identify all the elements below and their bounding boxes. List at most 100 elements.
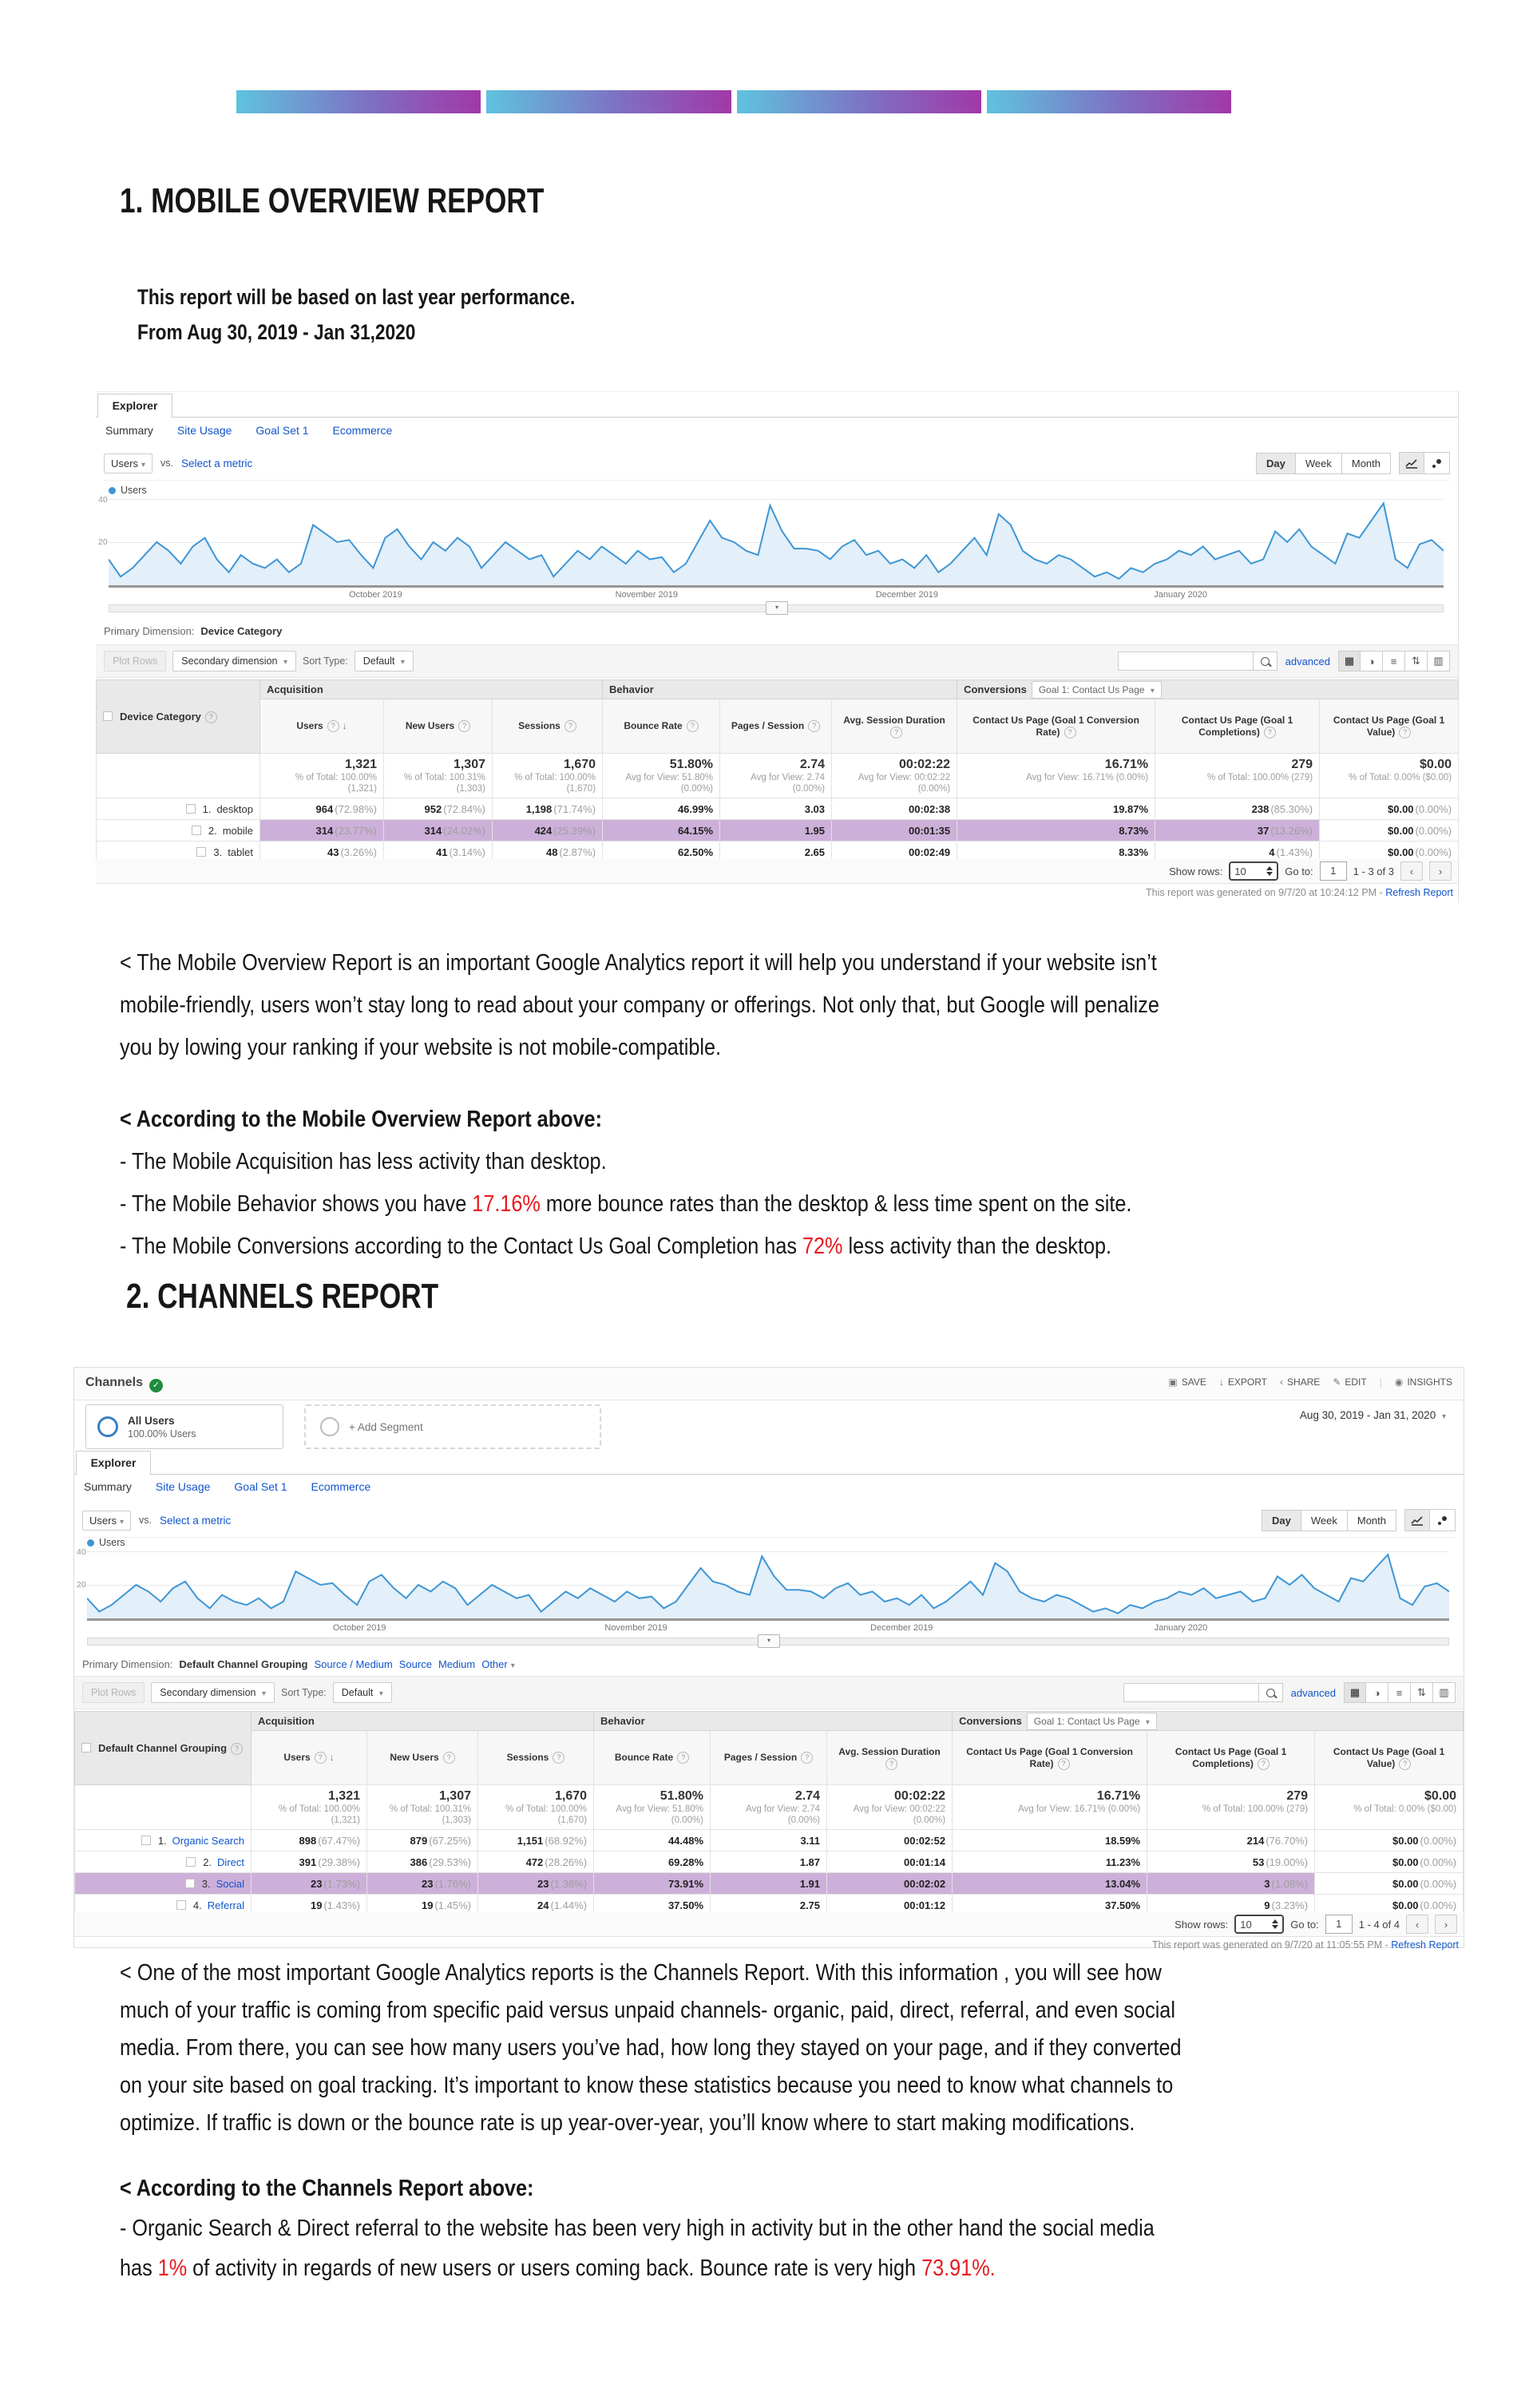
subtab-summary[interactable]: Summary [84, 1480, 132, 1493]
help-icon[interactable]: ? [553, 1752, 565, 1764]
goal-selector[interactable]: Goal 1: Contact Us Page ▾ [1026, 1712, 1157, 1730]
subtab-goal-set-1[interactable]: Goal Set 1 [256, 424, 309, 437]
goto-input[interactable]: 1 [1325, 1915, 1353, 1934]
next-page-button[interactable]: › [1435, 1915, 1457, 1934]
select-all-checkbox[interactable] [81, 1742, 91, 1753]
subtab-site-usage[interactable]: Site Usage [155, 1480, 211, 1493]
percentage-view-icon[interactable]: ◑ [1366, 1682, 1388, 1703]
row-checkbox[interactable] [191, 825, 201, 835]
table-row[interactable]: 2. mobile 314 (23.77%) 314 (24.02%) 424 (25.39%… [96, 819, 1460, 842]
export-button[interactable]: ↓ EXPORT [1218, 1376, 1267, 1388]
prev-page-button[interactable]: ‹ [1406, 1915, 1428, 1934]
primary-dimension-value[interactable]: Default Channel Grouping [179, 1658, 308, 1670]
secondary-dimension-dropdown[interactable]: Secondary dimension ▾ [151, 1682, 275, 1703]
add-segment-button[interactable]: + Add Segment [304, 1404, 601, 1449]
column-header[interactable]: Sessions? [477, 1730, 595, 1785]
search-input[interactable] [1123, 1683, 1259, 1702]
select-metric-link[interactable]: Select a metric [180, 457, 253, 469]
help-icon[interactable]: ? [677, 1752, 690, 1764]
line-chart-icon[interactable] [1399, 452, 1424, 474]
share-button[interactable]: ‹ SHARE [1279, 1376, 1321, 1388]
subtab-goal-set-1[interactable]: Goal Set 1 [234, 1480, 287, 1493]
row-label[interactable]: Referral [207, 1899, 244, 1911]
row-checkbox[interactable] [176, 1899, 186, 1910]
help-icon[interactable]: ? [442, 1752, 455, 1764]
secondary-dimension-dropdown[interactable]: Secondary dimension ▾ [172, 651, 297, 671]
primary-dimension-value[interactable]: Device Category [200, 625, 283, 637]
dimension-link-source-medium[interactable]: Source / Medium [314, 1658, 393, 1670]
help-icon[interactable]: ? [1263, 726, 1276, 739]
line-chart-icon[interactable] [1404, 1509, 1430, 1531]
help-icon[interactable]: ? [885, 1757, 898, 1770]
tab-explorer[interactable]: Explorer [76, 1451, 151, 1475]
row-checkbox[interactable] [185, 803, 196, 814]
segment-all-users[interactable]: All Users 100.00% Users [85, 1404, 283, 1449]
edit-button[interactable]: ✎ EDIT [1333, 1376, 1367, 1388]
help-icon[interactable]: ? [808, 720, 821, 732]
help-icon[interactable]: ? [1399, 726, 1412, 739]
table-row[interactable]: 2. Direct 391 (29.38%) 386 (29.53%) 472 (28.26%… [74, 1851, 1464, 1873]
search-button[interactable] [1253, 652, 1278, 671]
row-checkbox[interactable] [196, 846, 207, 857]
row-checkbox[interactable] [141, 1835, 151, 1845]
insights-button[interactable]: ◉ INSIGHTS [1394, 1376, 1452, 1388]
refresh-report-link[interactable]: Refresh Report [1391, 1939, 1459, 1951]
motion-chart-icon[interactable] [1430, 1509, 1456, 1531]
column-header[interactable]: Contact Us Page (Goal 1 Completions)? [1155, 699, 1321, 754]
help-icon[interactable]: ? [204, 711, 217, 723]
help-icon[interactable]: ? [801, 1752, 814, 1764]
month-button[interactable]: Month [1347, 1509, 1396, 1531]
comparison-view-icon[interactable]: ⇅ [1411, 1682, 1433, 1703]
table-row[interactable]: 1. desktop 964 (72.98%) 952 (72.84%) 1,198 (71.… [96, 798, 1460, 820]
help-icon[interactable]: ? [564, 720, 576, 732]
subtab-ecommerce[interactable]: Ecommerce [332, 424, 393, 437]
column-header[interactable]: Contact Us Page (Goal 1 Value)? [1319, 699, 1460, 754]
subtab-site-usage[interactable]: Site Usage [176, 424, 232, 437]
row-checkbox[interactable] [186, 1856, 196, 1867]
plot-rows-button[interactable]: Plot Rows [82, 1682, 145, 1703]
sort-type-dropdown[interactable]: Default ▾ [332, 1682, 392, 1703]
day-button[interactable]: Day [1262, 1509, 1301, 1531]
column-header[interactable]: Bounce Rate? [593, 1730, 711, 1785]
performance-view-icon[interactable]: ≡ [1383, 651, 1405, 671]
column-header[interactable]: Pages / Session? [719, 699, 833, 754]
timeline-scroll-handle[interactable]: ▾ [766, 601, 788, 615]
metric-dropdown[interactable]: Users ▾ [104, 453, 153, 473]
plot-rows-button[interactable]: Plot Rows [104, 651, 167, 671]
pivot-view-icon[interactable]: ▥ [1433, 1682, 1456, 1703]
dimension-link-source[interactable]: Source [398, 1658, 432, 1670]
column-header[interactable]: Pages / Session? [710, 1730, 828, 1785]
column-header[interactable]: Users? ↓ [251, 1730, 367, 1785]
help-icon[interactable]: ? [1399, 1757, 1412, 1770]
table-row[interactable]: 3. Social 23 (1.73%) 23 (1.76%) 23 (1.38%) 73.91… [74, 1872, 1464, 1895]
dimension-link-medium[interactable]: Medium [438, 1658, 476, 1670]
dimension-link-other[interactable]: Other ▾ [481, 1658, 515, 1670]
subtab-summary[interactable]: Summary [105, 424, 153, 437]
refresh-report-link[interactable]: Refresh Report [1385, 887, 1453, 898]
help-icon[interactable]: ? [458, 720, 471, 732]
column-header[interactable]: Contact Us Page (Goal 1 Completions)? [1147, 1730, 1316, 1785]
comparison-view-icon[interactable]: ⇅ [1405, 651, 1428, 671]
column-header[interactable]: Avg. Session Duration? [831, 699, 958, 754]
row-label[interactable]: Direct [217, 1856, 244, 1868]
day-button[interactable]: Day [1256, 452, 1296, 474]
column-header[interactable]: Users? ↓ [259, 699, 384, 754]
advanced-link[interactable]: advanced [1285, 655, 1330, 667]
help-icon[interactable]: ? [1257, 1757, 1270, 1770]
goto-input[interactable]: 1 [1319, 861, 1347, 881]
week-button[interactable]: Week [1295, 452, 1342, 474]
tab-explorer[interactable]: Explorer [97, 394, 172, 418]
month-button[interactable]: Month [1341, 452, 1391, 474]
table-view-icon[interactable]: ▦ [1344, 1682, 1366, 1703]
subtab-ecommerce[interactable]: Ecommerce [311, 1480, 371, 1493]
prev-page-button[interactable]: ‹ [1400, 861, 1423, 881]
percentage-view-icon[interactable]: ◑ [1361, 651, 1383, 671]
row-label[interactable]: Organic Search [172, 1834, 244, 1847]
select-metric-link[interactable]: Select a metric [159, 1514, 232, 1527]
help-icon[interactable]: ? [1057, 1757, 1070, 1770]
column-header[interactable]: Contact Us Page (Goal 1 Conversion Rate)… [957, 699, 1156, 754]
date-range-selector[interactable]: Aug 30, 2019 - Jan 31, 2020 ▾ [1299, 1409, 1446, 1421]
next-page-button[interactable]: › [1429, 861, 1452, 881]
select-all-checkbox[interactable] [103, 711, 113, 721]
help-icon[interactable]: ? [231, 1742, 244, 1755]
